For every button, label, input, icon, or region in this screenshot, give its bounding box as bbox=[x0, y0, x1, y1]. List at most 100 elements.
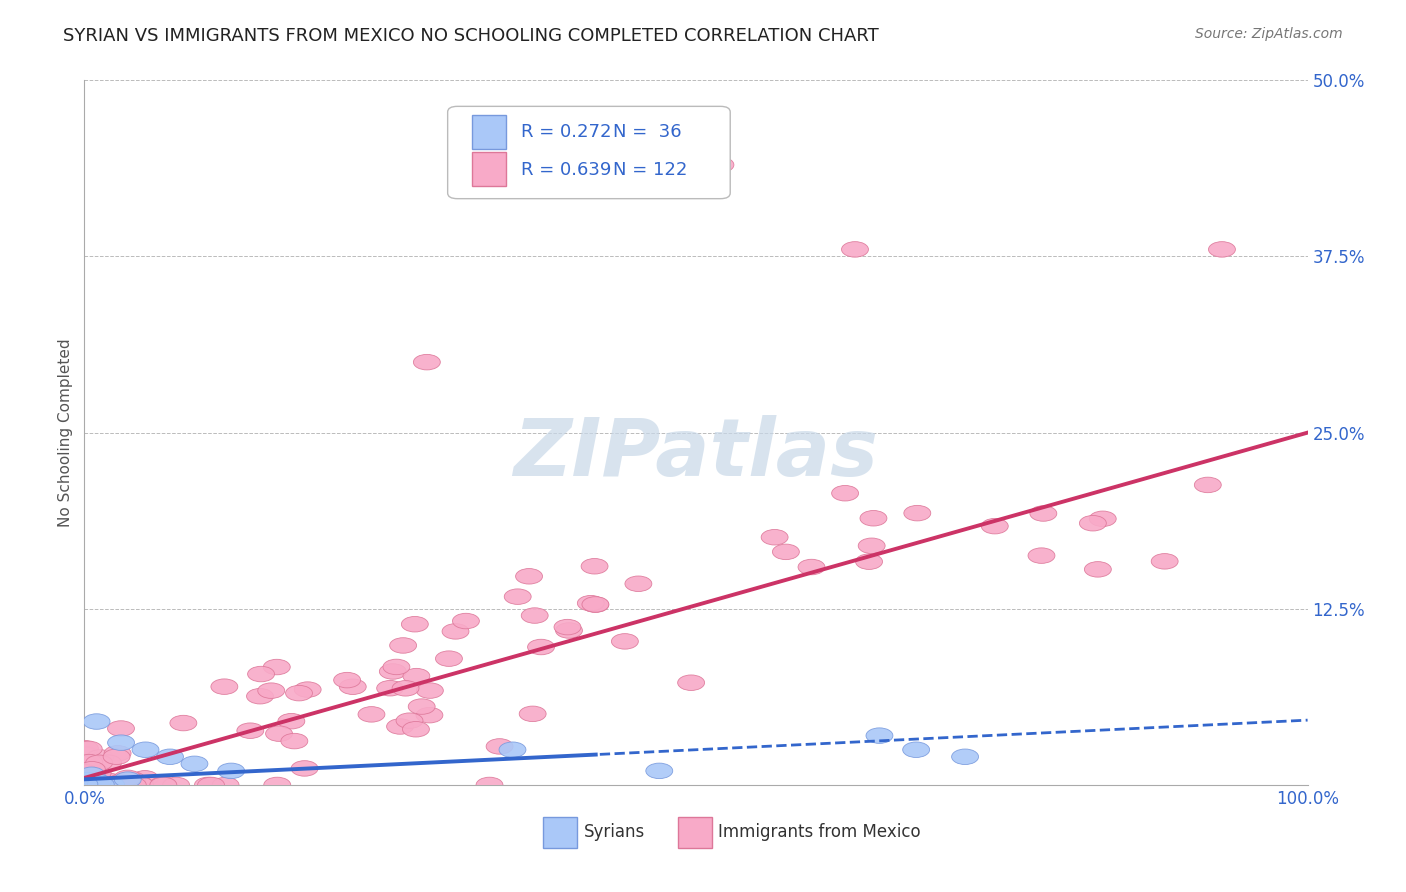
Text: R = 0.272: R = 0.272 bbox=[522, 123, 612, 141]
Ellipse shape bbox=[73, 776, 100, 792]
Ellipse shape bbox=[76, 755, 103, 770]
Ellipse shape bbox=[678, 675, 704, 690]
Ellipse shape bbox=[377, 681, 404, 696]
Ellipse shape bbox=[79, 767, 105, 782]
Ellipse shape bbox=[132, 742, 159, 757]
Ellipse shape bbox=[389, 638, 416, 653]
Ellipse shape bbox=[70, 777, 98, 793]
Text: SYRIAN VS IMMIGRANTS FROM MEXICO NO SCHOOLING COMPLETED CORRELATION CHART: SYRIAN VS IMMIGRANTS FROM MEXICO NO SCHO… bbox=[63, 27, 879, 45]
Ellipse shape bbox=[441, 624, 470, 640]
Ellipse shape bbox=[163, 777, 190, 793]
Ellipse shape bbox=[181, 756, 208, 772]
Ellipse shape bbox=[73, 777, 100, 793]
Ellipse shape bbox=[236, 723, 264, 739]
Ellipse shape bbox=[707, 157, 734, 172]
FancyBboxPatch shape bbox=[543, 817, 578, 848]
Ellipse shape bbox=[70, 747, 98, 763]
Ellipse shape bbox=[72, 775, 98, 791]
Text: ZIPatlas: ZIPatlas bbox=[513, 415, 879, 492]
Ellipse shape bbox=[1090, 511, 1116, 526]
Ellipse shape bbox=[72, 775, 98, 791]
Ellipse shape bbox=[70, 775, 98, 791]
Ellipse shape bbox=[842, 242, 869, 257]
Ellipse shape bbox=[856, 554, 883, 569]
Ellipse shape bbox=[582, 597, 609, 612]
Ellipse shape bbox=[97, 777, 124, 792]
Ellipse shape bbox=[76, 777, 103, 793]
Ellipse shape bbox=[499, 742, 526, 757]
Ellipse shape bbox=[612, 633, 638, 649]
Ellipse shape bbox=[72, 774, 98, 789]
Ellipse shape bbox=[104, 746, 131, 761]
Ellipse shape bbox=[70, 777, 98, 793]
Ellipse shape bbox=[150, 777, 177, 792]
Text: Syrians: Syrians bbox=[583, 823, 645, 841]
Ellipse shape bbox=[75, 777, 101, 793]
Ellipse shape bbox=[1194, 477, 1222, 492]
Ellipse shape bbox=[1209, 242, 1236, 257]
Ellipse shape bbox=[799, 559, 825, 574]
Ellipse shape bbox=[382, 659, 411, 674]
Ellipse shape bbox=[72, 776, 98, 791]
Ellipse shape bbox=[73, 775, 100, 790]
Ellipse shape bbox=[75, 777, 101, 793]
Ellipse shape bbox=[104, 776, 131, 792]
Ellipse shape bbox=[402, 722, 429, 737]
Ellipse shape bbox=[194, 777, 221, 793]
Ellipse shape bbox=[73, 766, 100, 782]
Ellipse shape bbox=[73, 756, 100, 772]
Ellipse shape bbox=[87, 777, 114, 792]
Ellipse shape bbox=[339, 679, 366, 695]
Ellipse shape bbox=[477, 777, 503, 793]
Ellipse shape bbox=[73, 767, 101, 782]
Ellipse shape bbox=[212, 777, 239, 793]
Ellipse shape bbox=[416, 707, 443, 723]
Ellipse shape bbox=[110, 773, 136, 789]
Ellipse shape bbox=[263, 659, 290, 675]
Ellipse shape bbox=[84, 774, 111, 789]
Ellipse shape bbox=[198, 777, 225, 793]
Ellipse shape bbox=[98, 775, 125, 790]
Ellipse shape bbox=[114, 770, 141, 786]
Ellipse shape bbox=[72, 776, 98, 791]
Ellipse shape bbox=[114, 772, 141, 788]
Ellipse shape bbox=[522, 607, 548, 624]
Ellipse shape bbox=[72, 777, 98, 793]
Ellipse shape bbox=[519, 706, 546, 722]
Ellipse shape bbox=[80, 774, 108, 790]
Ellipse shape bbox=[75, 777, 103, 793]
FancyBboxPatch shape bbox=[472, 115, 506, 149]
Ellipse shape bbox=[772, 544, 800, 559]
Ellipse shape bbox=[761, 530, 789, 545]
Ellipse shape bbox=[73, 777, 100, 793]
Ellipse shape bbox=[516, 568, 543, 584]
Ellipse shape bbox=[624, 576, 652, 591]
Ellipse shape bbox=[72, 777, 98, 792]
Ellipse shape bbox=[387, 719, 413, 734]
Ellipse shape bbox=[981, 518, 1008, 534]
Ellipse shape bbox=[866, 728, 893, 743]
Ellipse shape bbox=[281, 733, 308, 748]
Ellipse shape bbox=[404, 668, 430, 684]
Ellipse shape bbox=[83, 714, 110, 730]
Ellipse shape bbox=[645, 764, 672, 779]
Ellipse shape bbox=[359, 706, 385, 723]
Ellipse shape bbox=[581, 558, 607, 574]
Ellipse shape bbox=[486, 739, 513, 754]
Ellipse shape bbox=[72, 740, 98, 756]
Ellipse shape bbox=[257, 683, 284, 698]
Ellipse shape bbox=[156, 749, 183, 764]
Ellipse shape bbox=[125, 776, 153, 791]
Ellipse shape bbox=[436, 651, 463, 666]
Ellipse shape bbox=[266, 726, 292, 741]
Ellipse shape bbox=[72, 777, 98, 793]
Ellipse shape bbox=[150, 777, 177, 793]
Ellipse shape bbox=[75, 775, 101, 791]
Ellipse shape bbox=[86, 755, 112, 771]
Ellipse shape bbox=[413, 354, 440, 370]
Ellipse shape bbox=[75, 773, 101, 789]
Ellipse shape bbox=[246, 689, 273, 704]
Text: Immigrants from Mexico: Immigrants from Mexico bbox=[718, 823, 921, 841]
Text: R = 0.639: R = 0.639 bbox=[522, 161, 612, 178]
Ellipse shape bbox=[73, 775, 100, 790]
